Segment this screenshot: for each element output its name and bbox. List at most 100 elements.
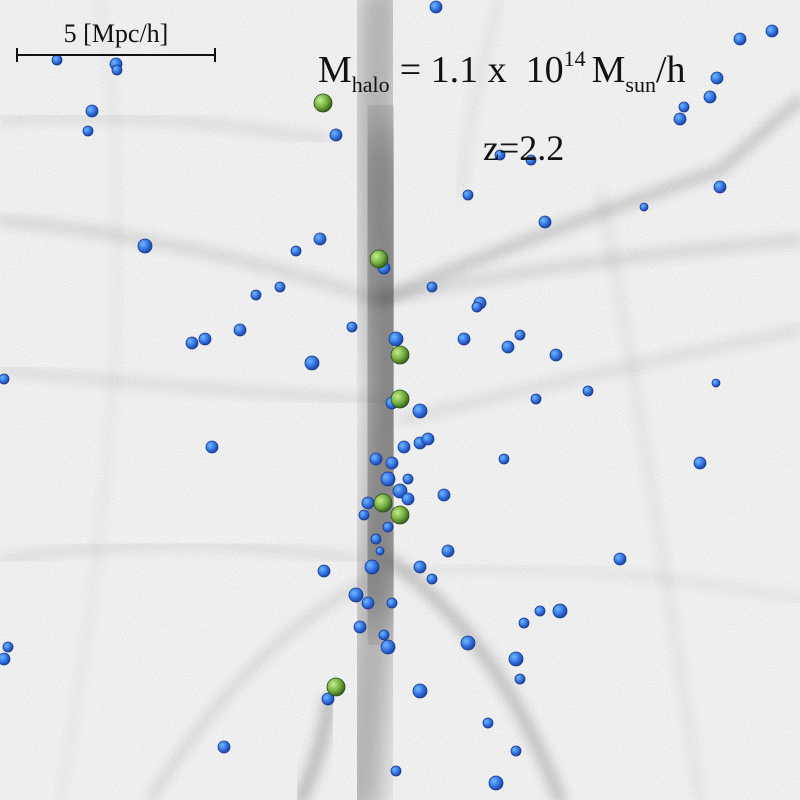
halo: [710, 71, 724, 85]
halo: [353, 620, 367, 634]
halo: [482, 717, 494, 729]
halo: [530, 393, 542, 405]
massive-halo: [373, 493, 393, 513]
massive-halo: [390, 389, 410, 409]
massive-halo: [369, 249, 389, 269]
halo: [321, 692, 335, 706]
unit-subscript: sun: [625, 72, 656, 97]
halo: [441, 544, 455, 558]
halo: [375, 546, 385, 556]
subscript: halo: [352, 72, 390, 97]
halo: [733, 32, 747, 46]
halo: [85, 104, 99, 118]
filament: [598, 188, 702, 800]
halo: [426, 573, 438, 585]
halo: [0, 652, 11, 666]
halos: [0, 0, 779, 791]
filament: [294, 694, 336, 800]
halo: [514, 673, 526, 685]
halo: [471, 301, 483, 313]
halo: [382, 521, 394, 533]
halo: [514, 329, 526, 341]
halo: [274, 281, 286, 293]
halo: [380, 471, 396, 487]
scale-bar: 5 [Mpc/h]: [16, 19, 216, 62]
halo: [304, 355, 320, 371]
filament: [0, 115, 333, 143]
halo: [429, 0, 443, 14]
halo: [402, 473, 414, 485]
unit-suffix: /h: [656, 49, 686, 91]
halo: [693, 456, 707, 470]
massive-halo: [326, 677, 346, 697]
halo: [413, 560, 427, 574]
halo: [765, 24, 779, 38]
filament: [335, 115, 427, 635]
halo: [111, 64, 123, 76]
scale-label: 5 [Mpc/h]: [64, 19, 169, 48]
halo: [426, 281, 438, 293]
symbol: M: [318, 49, 352, 91]
halo: [233, 323, 247, 337]
halo: [488, 775, 504, 791]
halo: [673, 112, 687, 126]
halo: [361, 596, 375, 610]
massive-halo: [313, 93, 333, 113]
halo: [198, 332, 212, 346]
halo: [525, 154, 537, 166]
halo: [358, 509, 370, 521]
halo: [534, 605, 546, 617]
halo: [329, 128, 343, 142]
filament: [0, 542, 363, 563]
filament: [397, 327, 800, 423]
halo: [385, 456, 399, 470]
halo: [313, 232, 327, 246]
halo: [250, 289, 262, 301]
halo: [390, 765, 402, 777]
halo: [2, 641, 14, 653]
halo: [317, 564, 331, 578]
halo: [494, 149, 506, 161]
halo: [678, 101, 690, 113]
halo: [703, 90, 717, 104]
halo: [501, 340, 515, 354]
halo: [369, 452, 383, 466]
filament: [376, 96, 800, 304]
halo: [552, 603, 568, 619]
halo: [205, 440, 219, 454]
halo: [378, 629, 390, 641]
halo: [386, 597, 398, 609]
halo: [185, 336, 199, 350]
halo: [437, 488, 451, 502]
exponent: 14: [564, 46, 586, 71]
halo: [412, 683, 428, 699]
halo-mass: Mhalo = 1.1 x 1014 Msun/h: [318, 46, 686, 97]
halo: [82, 125, 94, 137]
redshift: z=2.2: [483, 128, 564, 168]
filament: [0, 367, 383, 403]
halo: [217, 740, 231, 754]
filament: [58, 0, 120, 800]
halo: [346, 321, 358, 333]
halo: [613, 552, 627, 566]
halo: [0, 373, 10, 385]
halo: [364, 559, 380, 575]
halo: [388, 331, 404, 347]
halo: [582, 385, 594, 397]
equals: = 1.1 x 10: [400, 49, 564, 91]
massive-halo: [390, 505, 410, 525]
halo: [518, 617, 530, 629]
halo: [397, 440, 411, 454]
halo: [549, 348, 563, 362]
halo: [538, 215, 552, 229]
halo: [508, 651, 524, 667]
halo: [498, 453, 510, 465]
halo: [370, 533, 382, 545]
filament: [147, 577, 373, 800]
halo: [639, 202, 649, 212]
halo: [348, 587, 364, 603]
halo: [711, 378, 721, 388]
halo: [412, 403, 428, 419]
halo: [401, 492, 415, 506]
